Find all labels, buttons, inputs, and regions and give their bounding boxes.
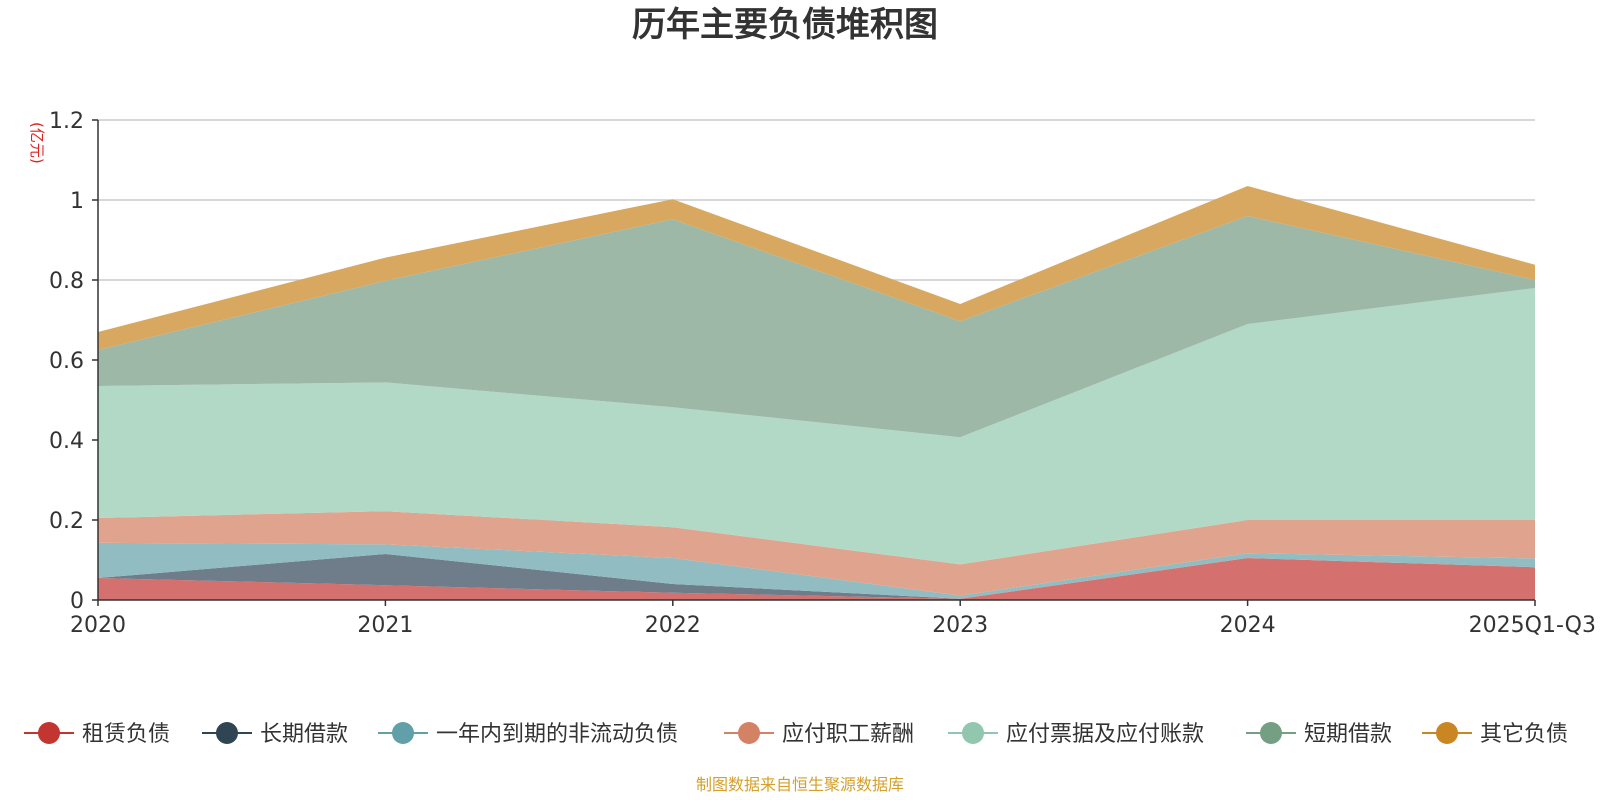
legend-label: 应付票据及应付账款 (1006, 722, 1204, 747)
legend-marker-icon (962, 722, 984, 744)
x-tick-label: 2025Q1-Q3 (1469, 613, 1596, 638)
legend: 租赁负债 长期借款 一年内到期的非流动负债 应付职工薪酬 应付票据及应付账款 短期借款 其它… (24, 722, 1568, 747)
x-tick-label: 2023 (932, 613, 988, 638)
legend-label: 其它负债 (1480, 722, 1568, 747)
legend-marker-icon (216, 722, 238, 744)
x-tick-label: 2021 (357, 613, 413, 638)
area-series (98, 216, 1535, 438)
legend-label: 短期借款 (1304, 722, 1392, 747)
area-series (98, 288, 1535, 565)
area-series (98, 558, 1535, 600)
source-note: 制图数据来自恒生聚源数据库 (696, 775, 904, 794)
legend-item[interactable]: 一年内到期的非流动负债 (378, 722, 678, 747)
y-tick-label: 1 (70, 189, 84, 214)
legend-marker-icon (1260, 722, 1282, 744)
legend-label: 一年内到期的非流动负债 (436, 722, 678, 747)
legend-item[interactable]: 长期借款 (202, 722, 348, 747)
x-tick-label: 2024 (1220, 613, 1276, 638)
legend-label: 长期借款 (260, 722, 348, 747)
y-tick-label: 0.4 (49, 429, 84, 454)
legend-marker-icon (392, 722, 414, 744)
axes: 0 0.2 0.4 0.6 0.8 1 1.2 2020 2021 2022 2023 2024 202… (49, 109, 1596, 638)
y-axis-unit-label: (亿元) (28, 122, 46, 164)
legend-item[interactable]: 短期借款 (1246, 722, 1392, 747)
area-series (98, 186, 1535, 350)
legend-marker-icon (738, 722, 760, 744)
legend-item[interactable]: 应付职工薪酬 (724, 722, 914, 747)
legend-label: 应付职工薪酬 (782, 722, 914, 747)
legend-marker-icon (1436, 722, 1458, 744)
area-series (98, 554, 1535, 599)
area-series (98, 542, 1535, 599)
x-tick-label: 2022 (645, 613, 701, 638)
stacked-areas (98, 186, 1535, 600)
legend-item[interactable]: 租赁负债 (24, 722, 170, 747)
legend-item[interactable]: 其它负债 (1422, 722, 1568, 747)
chart-title: 历年主要负债堆积图 (632, 5, 938, 45)
area-series (98, 511, 1535, 596)
y-tick-label: 0.2 (49, 509, 84, 534)
y-tick-label: 0.8 (49, 269, 84, 294)
legend-item[interactable]: 应付票据及应付账款 (948, 722, 1204, 747)
y-tick-label: 1.2 (49, 109, 84, 134)
y-tick-label: 0.6 (49, 349, 84, 374)
legend-marker-icon (38, 722, 60, 744)
x-tick-label: 2020 (70, 613, 126, 638)
y-tick-label: 0 (70, 589, 84, 614)
legend-label: 租赁负债 (82, 722, 170, 747)
